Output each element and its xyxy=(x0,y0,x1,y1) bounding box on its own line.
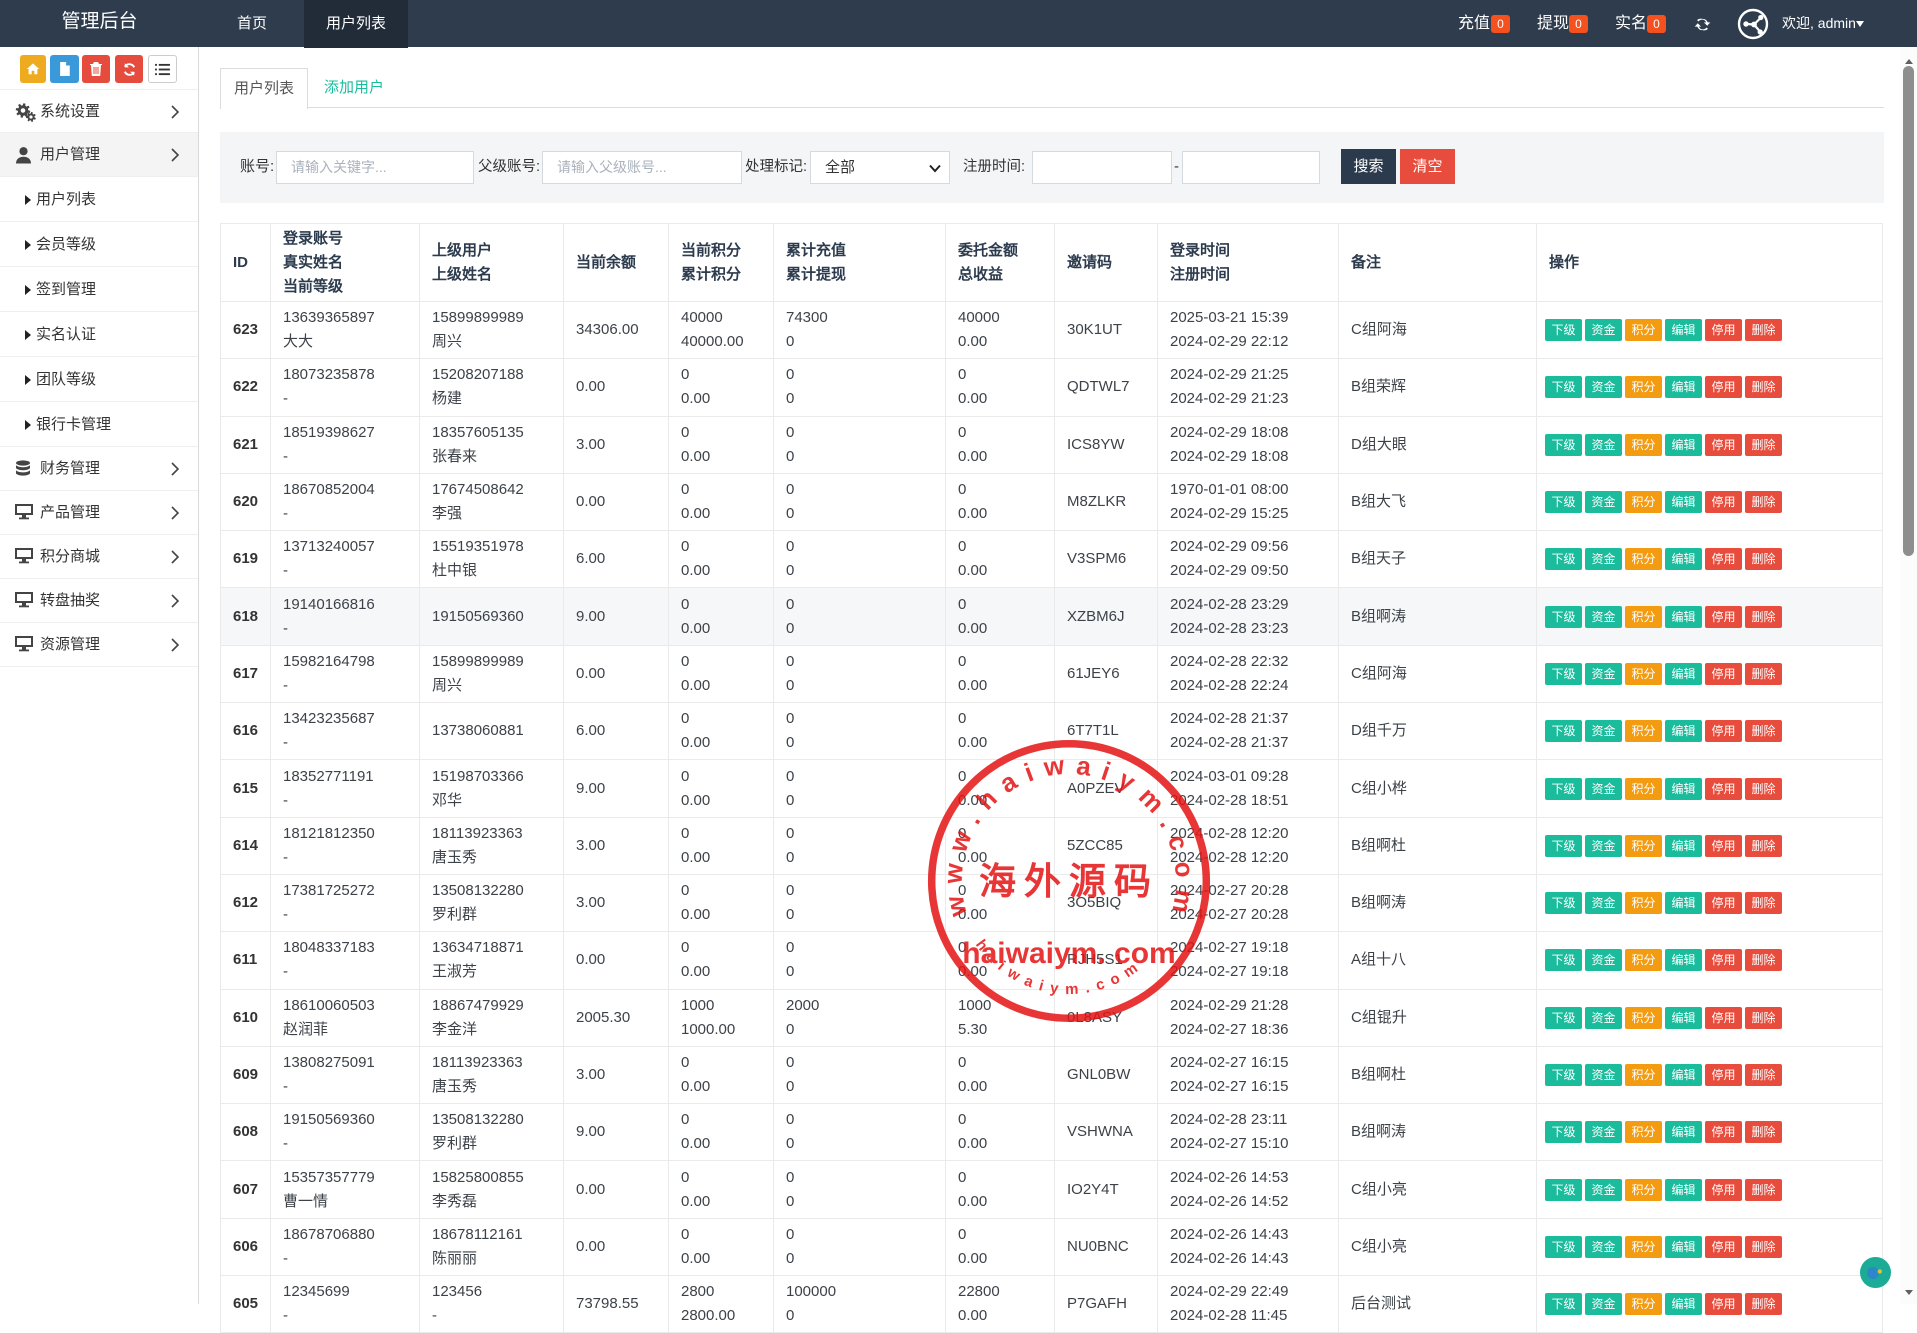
svg-text:海外源码: 海外源码 xyxy=(979,861,1159,902)
svg-text:haiwaiym. com: haiwaiym. com xyxy=(962,937,1175,970)
